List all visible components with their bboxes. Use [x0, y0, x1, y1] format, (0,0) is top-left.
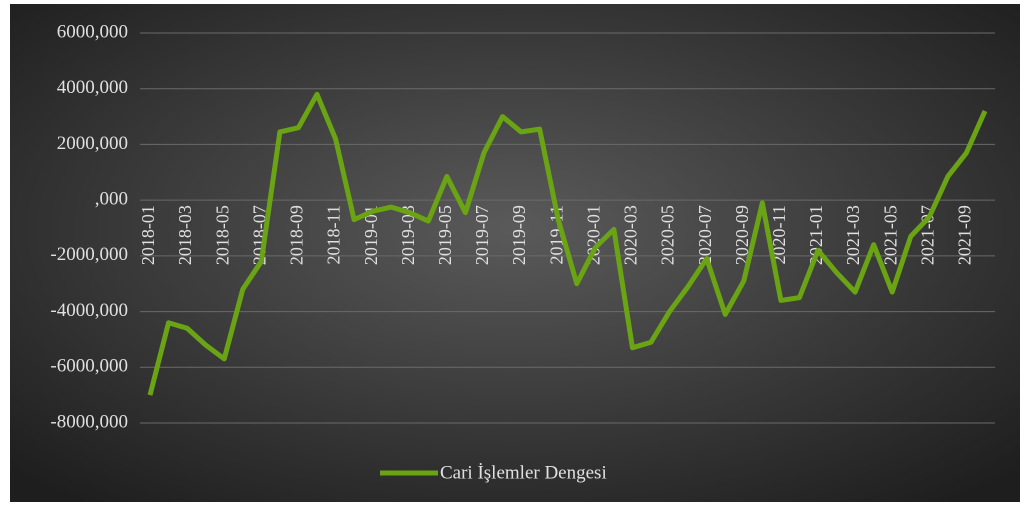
x-tick-label: 2018-01 [138, 205, 158, 265]
x-tick-label: 2019-11 [546, 205, 566, 264]
x-tick-label: 2021-05 [880, 205, 900, 265]
y-tick-label: -2000,000 [50, 244, 128, 265]
y-tick-label: -6000,000 [50, 356, 128, 377]
y-tick-label: 2000,000 [57, 133, 128, 154]
x-tick-label: 2019-01 [361, 205, 381, 265]
y-tick-label: 6000,000 [57, 21, 128, 42]
x-tick-label: 2018-05 [212, 205, 232, 265]
x-tick-label: 2020-11 [769, 205, 789, 264]
x-tick-label: 2020-09 [732, 205, 752, 265]
series-line [147, 91, 988, 396]
legend-label: Cari İşlemler Dengesi [440, 462, 607, 483]
x-tick-label: 2019-09 [509, 205, 529, 265]
x-tick-label: 2021-03 [843, 205, 863, 265]
chart-area [10, 4, 1020, 502]
x-tick-label: 2020-07 [695, 205, 715, 265]
x-tick-label: 2020-05 [658, 205, 678, 265]
x-tick-label: 2019-07 [472, 205, 492, 265]
y-tick-label: -4000,000 [50, 300, 128, 321]
x-tick-label: 2021-07 [917, 205, 937, 265]
x-tick-label: 2019-03 [398, 205, 418, 265]
x-tick-label: 2020-03 [621, 205, 641, 265]
x-tick-label: 2018-03 [175, 205, 195, 265]
y-tick-label: 4000,000 [57, 77, 128, 98]
x-tick-label: 2018-11 [324, 205, 344, 264]
y-tick-label: ,000 [95, 189, 128, 210]
x-tick-label: 2019-05 [435, 205, 455, 265]
y-tick-label: -8000,000 [50, 411, 128, 432]
x-tick-label: 2018-09 [287, 205, 307, 265]
x-tick-label: 2020-01 [583, 205, 603, 265]
x-tick-label: 2021-09 [955, 205, 975, 265]
